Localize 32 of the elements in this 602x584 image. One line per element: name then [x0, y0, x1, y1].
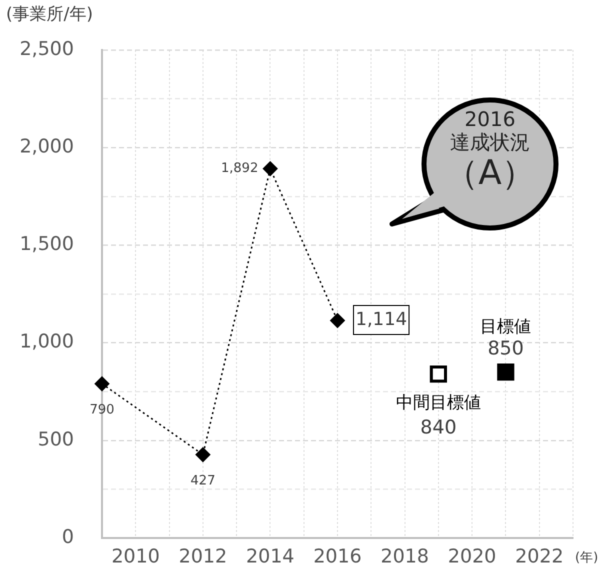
- x-tick-label: 2012: [178, 545, 228, 568]
- x-tick-label: 2014: [246, 545, 294, 568]
- x-tick-label: 2018: [380, 545, 429, 568]
- data-label: 1,892: [220, 161, 258, 176]
- y-axis-title: (事業所/年): [6, 4, 93, 24]
- x-tick-label: 2020: [448, 545, 496, 568]
- point: [195, 447, 210, 462]
- point: [330, 313, 345, 328]
- y-tick-label: 1,500: [20, 233, 74, 256]
- y-tick-label: 2,000: [20, 136, 74, 158]
- x-tick-label: 2016: [313, 545, 362, 568]
- y-tick-label: 500: [38, 428, 74, 450]
- y-tick-label: 0: [62, 526, 74, 548]
- annotation: 達成状況: [449, 130, 531, 154]
- point: [430, 365, 447, 383]
- x-axis-title: (年): [575, 550, 598, 566]
- data-label: 790: [90, 402, 114, 418]
- y-tick-label: 1,000: [20, 330, 74, 353]
- data-label: 850: [488, 338, 524, 360]
- data-label: 427: [190, 474, 216, 489]
- annotation: （A）: [443, 153, 537, 194]
- point: [497, 364, 514, 381]
- annotation: 2016: [464, 107, 516, 131]
- series-label: 中間目標値: [396, 392, 481, 413]
- point: [94, 376, 110, 392]
- data-label: 840: [420, 416, 457, 438]
- x-tick-label: 2022: [515, 545, 564, 568]
- y-tick-label: 2,500: [20, 38, 74, 60]
- series-label: 目標値: [480, 317, 532, 337]
- x-tick-label: 2010: [111, 545, 160, 568]
- data-label: 1,114: [356, 309, 408, 330]
- point: [262, 161, 278, 176]
